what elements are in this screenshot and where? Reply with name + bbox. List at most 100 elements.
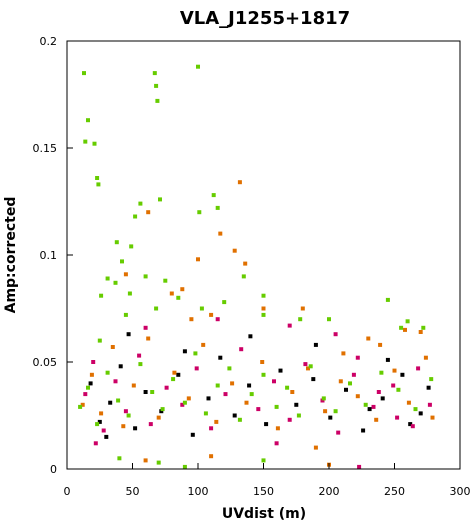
data-point [218, 231, 223, 236]
data-point [86, 118, 90, 123]
data-point [366, 336, 371, 341]
data-point [95, 176, 100, 180]
data-point [308, 364, 313, 369]
data-point [182, 349, 187, 354]
x-tick-label: 150 [253, 485, 274, 498]
data-point [241, 274, 246, 279]
data-point [211, 193, 216, 198]
data-point [172, 370, 177, 375]
data-point [413, 407, 418, 412]
data-point [367, 407, 372, 412]
data-point [201, 342, 206, 347]
data-point [164, 385, 169, 390]
data-point [261, 293, 266, 298]
data-point [376, 390, 381, 394]
x-tick-label: 50 [126, 485, 140, 498]
data-point [272, 379, 276, 384]
data-point [256, 407, 261, 412]
data-point [193, 351, 198, 356]
data-point [391, 383, 396, 388]
data-point [244, 400, 249, 405]
data-point [104, 434, 109, 439]
data-point [196, 64, 200, 69]
data-point [133, 214, 138, 219]
data-point [80, 402, 85, 407]
data-point [400, 372, 405, 377]
data-point [423, 355, 428, 360]
x-tick-label: 250 [384, 485, 405, 498]
data-point [328, 415, 333, 420]
data-point [176, 372, 181, 377]
axis-ticks: 0 50 100 150 200 250 300 0 0.05 0.1 0.15 0.2 [33, 35, 471, 498]
data-point [182, 400, 187, 405]
data-point [361, 428, 366, 433]
data-point [131, 383, 136, 388]
x-tick-label: 100 [188, 485, 209, 498]
data-point [264, 422, 269, 427]
data-point [313, 342, 318, 347]
data-point [406, 400, 411, 405]
data-point [243, 261, 248, 266]
data-point [159, 409, 164, 414]
data-point [88, 381, 93, 386]
data-point [110, 345, 115, 349]
data-point [190, 432, 195, 437]
data-point [218, 355, 223, 360]
data-point [261, 372, 266, 377]
y-tick-label: 0.2 [40, 35, 58, 48]
data-point [214, 419, 219, 424]
data-point [97, 338, 102, 343]
data-point [196, 257, 200, 262]
data-point [333, 332, 338, 337]
data-point [118, 364, 123, 369]
data-point [99, 293, 104, 298]
data-point [416, 366, 421, 371]
y-tick-label: 0 [50, 463, 57, 476]
data-point [143, 325, 148, 330]
x-tick-label: 200 [319, 485, 340, 498]
data-point [232, 248, 237, 253]
data-point [180, 402, 185, 407]
data-point [114, 240, 119, 245]
data-point [133, 426, 138, 431]
data-point [374, 417, 379, 422]
data-point [405, 319, 410, 324]
x-axis-label: UVdist (m) [222, 506, 306, 522]
data-point [421, 325, 426, 330]
data-point [403, 327, 407, 332]
data-point [249, 392, 254, 397]
data-point [180, 287, 185, 292]
data-point [155, 98, 160, 103]
y-axis-label: Amp:corrected [3, 197, 19, 314]
data-point [230, 381, 235, 386]
data-point [143, 274, 148, 279]
data-point [237, 417, 242, 422]
data-point [194, 366, 199, 371]
data-point [108, 400, 113, 405]
data-point [275, 426, 280, 431]
chart-title: VLA_J1255+1817 [180, 8, 350, 29]
data-point [96, 182, 101, 187]
data-point [123, 272, 128, 277]
data-point [92, 141, 97, 146]
data-point [105, 370, 110, 375]
data-point [371, 404, 376, 409]
data-point [261, 458, 266, 463]
plot-frame [66, 40, 461, 470]
data-point [410, 424, 415, 429]
data-point [336, 430, 341, 435]
data-point [138, 201, 143, 206]
data-point [379, 370, 384, 375]
data-point [126, 413, 131, 418]
data-point [91, 360, 96, 364]
data-point [222, 300, 227, 305]
data-point [385, 357, 390, 362]
data-point [321, 396, 326, 401]
data-point [357, 464, 362, 469]
data-point [176, 295, 181, 300]
data-point [285, 385, 290, 390]
x-tick-label: 0 [64, 485, 71, 498]
data-point [171, 377, 176, 382]
data-point [126, 332, 131, 337]
